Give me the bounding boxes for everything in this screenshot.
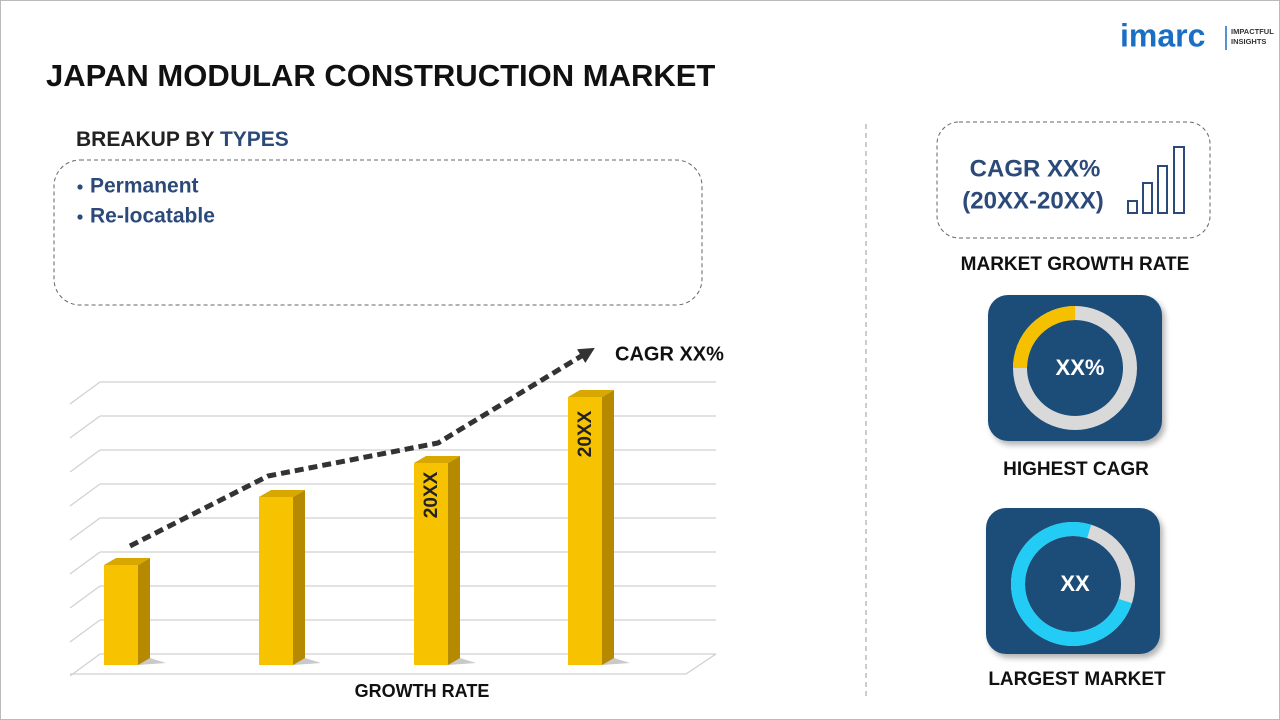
breakup-highlight: TYPES [220,128,289,151]
logo-tagline: INSIGHTS [1231,37,1266,46]
logo[interactable]: imarc IMPACTFUL INSIGHTS [1120,17,1274,53]
card-value: XX% [1056,355,1105,380]
bar-side [138,558,150,665]
card-line: (20XX-20XX) [962,187,1103,214]
card-caption: MARKET GROWTH RATE [961,254,1190,275]
grid-line [69,653,101,677]
bar-label: 20XX [575,410,596,457]
bar-top [568,390,614,397]
breakup-item: Permanent [90,175,199,198]
card-value: XX [1060,571,1090,596]
grid-line [69,381,101,405]
bar-front [568,397,602,665]
card-caption: HIGHEST CAGR [1003,459,1149,480]
bar-front [414,463,448,665]
bar-front [259,497,293,665]
chart-bars [104,390,630,665]
bar-label: 20XX [421,471,442,518]
trend-label: CAGR XX% [615,343,724,365]
bar-side [293,490,305,665]
grid-line [69,517,101,541]
breakup-box [53,159,703,306]
grid-line [69,415,101,439]
bullet [77,214,83,220]
grid-line [69,483,101,507]
breakup-item: Re-locatable [90,205,215,228]
bar-top [104,558,150,565]
card-line: CAGR XX% [970,155,1101,182]
trend-arrow [128,347,595,549]
grid-line [69,619,101,643]
grid-line [69,449,101,473]
logo-tagline: IMPACTFUL [1231,27,1274,36]
breakup-heading-text: BREAKUP BY [76,128,214,151]
bar-side [448,456,460,665]
grid-line [685,653,717,675]
grid-line [69,585,101,609]
axis-label: GROWTH RATE [355,681,490,701]
growth-icon [1127,146,1185,214]
donut-arc [1013,306,1137,430]
logo-name: imarc [1120,17,1205,53]
bar-top [414,456,460,463]
bar-top [259,490,305,497]
card-caption: LARGEST MARKET [988,669,1166,690]
card-box [936,121,1211,239]
bar-front [104,565,138,665]
bullet [77,184,83,190]
bar-side [602,390,614,665]
title: JAPAN MODULAR CONSTRUCTION MARKET [46,58,715,93]
breakup-heading: BREAKUP BY TYPES [76,128,289,151]
grid-line [69,551,101,575]
donut-arc [1011,522,1135,646]
